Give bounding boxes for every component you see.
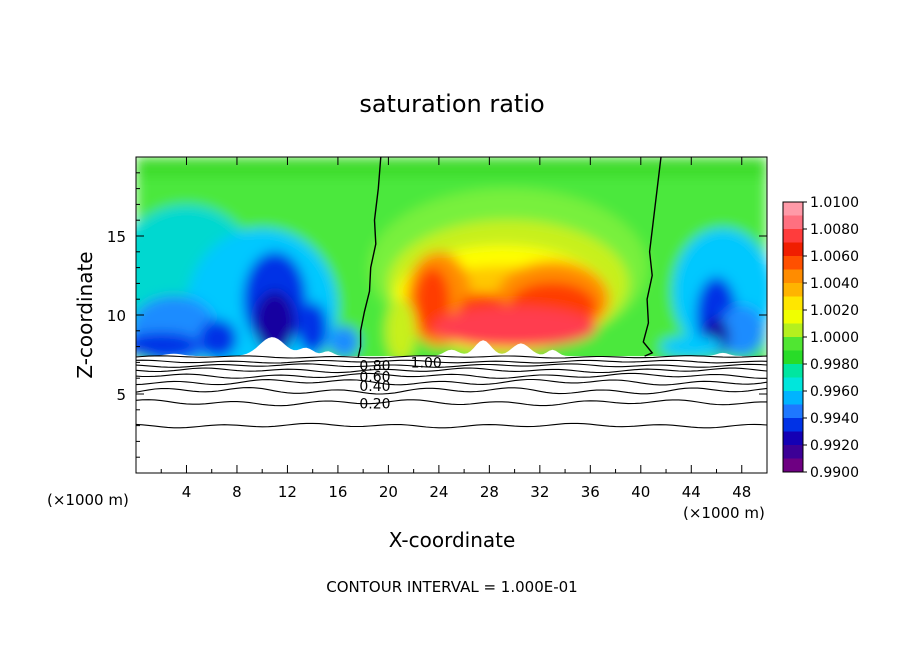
y-tick-label: 5 (116, 386, 126, 404)
y-tick-label: 10 (107, 307, 126, 325)
chart-title: saturation ratio (359, 90, 544, 118)
colorbar-label: 0.9920 (810, 438, 859, 454)
plot-area (136, 157, 767, 473)
colorbar-label: 1.0060 (810, 249, 859, 265)
colorbar-swatch (783, 458, 803, 473)
contour-labels: 1.00 0.800.600.400.20 (359, 355, 441, 412)
colorbar-swatch (783, 337, 803, 351)
colorbar-label: 1.0100 (810, 195, 859, 211)
colorbar-swatch (783, 296, 803, 311)
y-axis-label: Z-coordinate (73, 251, 97, 378)
colorbar-swatch (783, 391, 803, 405)
x-axis: 4 8 12 16 20 24 28 32 36 40 44 48 (160, 157, 751, 501)
saturation-boundary-line (357, 157, 382, 358)
x-tick-label: 48 (732, 483, 751, 501)
x-unit-label-right: (×1000 m) (683, 504, 765, 522)
field-blob (254, 291, 296, 355)
colorbar-label: 1.0040 (810, 276, 859, 292)
colorbar-label: 1.0000 (810, 330, 859, 346)
x-tick-label: 44 (682, 483, 701, 501)
x-tick-label: 40 (631, 483, 650, 501)
contour-label: 0.40 (359, 379, 390, 395)
colorbar-swatch (783, 418, 803, 432)
colorbar-label: 0.9900 (810, 465, 859, 481)
contour-line (136, 363, 767, 368)
colorbar-swatch (783, 364, 803, 378)
contour-line (136, 422, 767, 429)
saturation-field (136, 157, 767, 473)
contour-line (136, 355, 767, 359)
x-axis-label: X-coordinate (389, 528, 516, 552)
saturation-boundary-line (642, 157, 662, 357)
x-tick-label: 8 (232, 483, 242, 501)
contour-line (136, 372, 767, 379)
x-tick-label: 20 (379, 483, 398, 501)
contour-label: 1.00 (411, 355, 442, 371)
colorbar-swatch (783, 404, 803, 419)
x-tick-label: 32 (530, 483, 549, 501)
colorbar-swatch (783, 242, 803, 257)
contour-lines (136, 157, 767, 429)
field-blob (136, 332, 200, 358)
colorbar-label: 0.9980 (810, 357, 859, 373)
contour-interval-note: CONTOUR INTERVAL = 1.000E-01 (326, 578, 577, 596)
x-tick-label: 16 (328, 483, 347, 501)
field-blob (329, 326, 360, 358)
field-blob (719, 305, 765, 357)
contour-line (136, 378, 767, 386)
x-tick-label: 36 (581, 483, 600, 501)
colorbar-swatch (783, 256, 803, 270)
colorbar-label: 1.0020 (810, 303, 859, 319)
colorbar-swatch (783, 269, 803, 284)
contour-line (136, 367, 767, 374)
colorbar-label: 1.0080 (810, 222, 859, 238)
contour-line (136, 359, 767, 364)
field-blob (432, 307, 597, 349)
field-top-band (136, 157, 767, 177)
contour-label: 0.20 (359, 396, 390, 412)
field-blob (659, 335, 723, 358)
y-tick-label: 15 (107, 228, 126, 246)
contour-line (136, 387, 767, 395)
x-tick-label: 28 (480, 483, 499, 501)
colorbar-swatch (783, 350, 803, 365)
colorbar-swatch (783, 323, 803, 338)
x-tick-label: 24 (429, 483, 448, 501)
colorbar-swatch (783, 283, 803, 297)
field-blob (385, 299, 417, 363)
subsaturated-region (136, 337, 767, 473)
colorbar-label: 0.9960 (810, 384, 859, 400)
colorbar-swatch (783, 215, 803, 230)
x-tick-label: 12 (278, 483, 297, 501)
below-cloud-base-fill (136, 337, 767, 473)
colorbar: 1.0100 1.0080 1.0060 1.0040 1.0020 1.0000 0.99… (782, 195, 859, 481)
contour-line (136, 399, 767, 407)
colorbar-swatch (783, 431, 803, 446)
colorbar-swatch (783, 202, 803, 216)
field-blob (297, 302, 328, 353)
colorbar-swatch (783, 229, 803, 243)
contour-label: 0.80 (359, 359, 390, 375)
colorbar-swatch (783, 377, 803, 392)
x-unit-label: (×1000 m) (47, 491, 129, 509)
colorbar-label: 0.9940 (810, 411, 859, 427)
colorbar-swatch (783, 445, 803, 459)
y-axis: 5 10 15 (107, 172, 767, 458)
x-tick-label: 4 (182, 483, 192, 501)
field-blob (199, 319, 237, 358)
colorbar-swatch (783, 310, 803, 324)
contour-label: 0.60 (359, 370, 390, 386)
